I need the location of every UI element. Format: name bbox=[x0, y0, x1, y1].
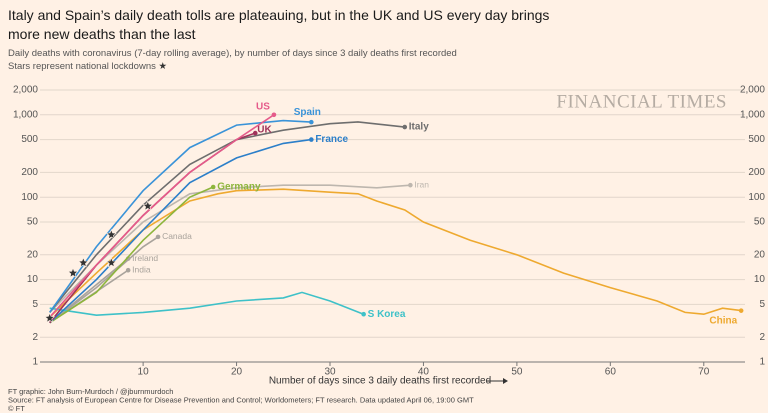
y-tick-label: 200 bbox=[21, 167, 38, 178]
x-tick-label: 40 bbox=[418, 367, 430, 378]
y-tick-label: 2 bbox=[32, 332, 38, 343]
y-tick-label: 100 bbox=[21, 192, 38, 203]
y-tick-label-right: 1,000 bbox=[740, 109, 765, 120]
series-line bbox=[49, 188, 742, 318]
watermark: FINANCIAL TIMES bbox=[556, 91, 727, 112]
series-label: S Korea bbox=[368, 309, 406, 320]
end-point bbox=[361, 311, 366, 317]
lockdown-star bbox=[67, 267, 79, 278]
y-tick-label: 500 bbox=[21, 134, 38, 145]
y-tick-label-right: 1 bbox=[759, 357, 765, 368]
series-label: China bbox=[709, 315, 737, 326]
end-point bbox=[309, 137, 314, 142]
subtitle-text: Stars represent national lockdowns bbox=[8, 61, 156, 72]
footer-text: © FT bbox=[8, 404, 25, 413]
series-line bbox=[49, 186, 214, 324]
end-point bbox=[402, 124, 408, 130]
lockdown-star bbox=[105, 228, 117, 240]
y-tick-label-right: 2 bbox=[759, 332, 765, 343]
series-label: India bbox=[132, 264, 151, 274]
footer-text: FT graphic: John Burn-Murdoch / @jburnmu… bbox=[8, 387, 173, 396]
end-point bbox=[309, 119, 314, 125]
end-point bbox=[125, 267, 131, 273]
x-tick-label: 60 bbox=[605, 367, 617, 378]
y-tick-label: 1 bbox=[32, 357, 38, 368]
series-label: US bbox=[256, 101, 270, 112]
end-point bbox=[738, 308, 744, 313]
lockdown-star bbox=[77, 257, 89, 268]
series-label: Germany bbox=[217, 182, 261, 193]
series-line bbox=[49, 119, 312, 313]
series-label: Ireland bbox=[132, 253, 158, 263]
end-point bbox=[252, 130, 258, 136]
y-tick-label: 1,000 bbox=[13, 109, 38, 120]
x-tick-label: 50 bbox=[511, 367, 523, 378]
y-tick-label-right: 10 bbox=[754, 274, 766, 285]
series-line bbox=[49, 114, 275, 318]
y-tick-label-right: 200 bbox=[748, 167, 765, 178]
y-tick-label-right: 20 bbox=[754, 249, 766, 260]
y-tick-label-right: 2,000 bbox=[740, 85, 765, 96]
x-tick-label: 70 bbox=[698, 367, 710, 378]
y-tick-label-right: 500 bbox=[748, 134, 765, 145]
y-tick-label: 20 bbox=[27, 249, 39, 260]
series-label: France bbox=[315, 134, 348, 145]
y-tick-label: 2,000 bbox=[13, 85, 38, 96]
series-line bbox=[49, 291, 364, 317]
series-label: Canada bbox=[162, 231, 192, 241]
header: Italy and Spain’s daily death tolls are … bbox=[8, 6, 568, 73]
x-axis-arrowhead bbox=[503, 378, 508, 384]
y-tick-label-right: 5 bbox=[759, 299, 765, 310]
y-tick-label: 5 bbox=[32, 299, 38, 310]
series-line bbox=[49, 121, 405, 313]
lockdown-star bbox=[142, 200, 154, 211]
series-line bbox=[49, 138, 312, 324]
end-point bbox=[271, 112, 277, 118]
series-label: Spain bbox=[294, 107, 321, 118]
series-line bbox=[49, 184, 411, 313]
lockdown-star bbox=[44, 312, 56, 323]
series-label: Iran bbox=[414, 179, 429, 189]
end-point bbox=[210, 184, 216, 190]
end-point bbox=[408, 182, 413, 188]
series-label: Italy bbox=[409, 122, 429, 133]
x-axis-label: Number of days since 3 daily deaths firs… bbox=[269, 376, 491, 387]
x-tick-label: 10 bbox=[138, 367, 150, 378]
y-tick-label-right: 100 bbox=[748, 192, 765, 203]
x-tick-label: 20 bbox=[231, 367, 243, 378]
footer-text: Source: FT analysis of European Centre f… bbox=[8, 395, 474, 404]
x-tick-label: 30 bbox=[324, 367, 336, 378]
end-point bbox=[155, 234, 161, 240]
subtitle: Daily deaths with coronavirus (7-day rol… bbox=[8, 48, 457, 59]
y-tick-label-right: 50 bbox=[754, 217, 766, 228]
subtitle: Stars represent national lockdowns ★ bbox=[8, 61, 168, 72]
series-label: UK bbox=[257, 125, 272, 136]
chart-title: Italy and Spain’s daily death tolls are … bbox=[8, 7, 550, 42]
lockdown-star bbox=[105, 256, 117, 268]
y-tick-label: 50 bbox=[27, 217, 39, 228]
series-line bbox=[49, 257, 129, 324]
y-tick-label: 10 bbox=[27, 274, 39, 285]
